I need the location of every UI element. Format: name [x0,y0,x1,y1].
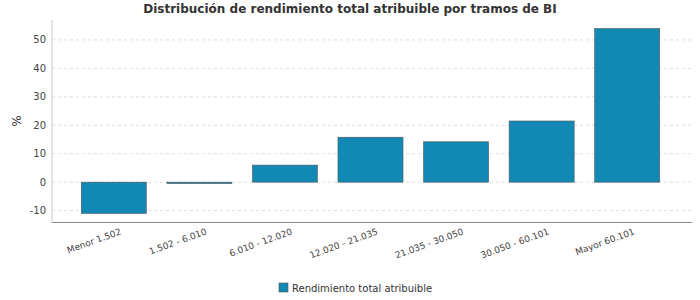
legend-swatch [279,283,288,292]
legend-label: Rendimiento total atribuible [292,283,432,294]
x-tick-label: 30.050 - 60.101 [479,226,550,260]
y-tick-label: 0 [40,177,46,188]
y-tick-label: 40 [33,63,46,74]
y-tick-label: 30 [33,91,46,102]
y-axis-line [52,20,53,222]
bar [252,165,317,182]
y-axis-label: % [10,115,24,126]
x-axis-line [52,222,692,223]
title: Distribución de rendimiento total atribu… [143,2,556,16]
bar [81,182,146,213]
chart-svg: Distribución de rendimiento total atribu… [0,0,700,300]
x-tick-label: Menor 1.502 [66,226,123,255]
x-tick-label: 12.020 - 21.035 [308,226,379,260]
y-tick-label: 10 [33,148,46,159]
bar [595,29,660,183]
x-tick-label: 21.035 - 30.050 [394,226,465,260]
x-tick-label: 6.010 - 12.020 [228,226,294,258]
y-tick-label: 20 [33,120,46,131]
bar [338,137,403,182]
bars [81,29,659,214]
bar [167,182,232,183]
bar [509,121,574,182]
y-tick-label: -10 [30,205,46,216]
bar [424,142,489,182]
y-tick-label: 50 [33,34,46,45]
chart-container: Distribución de rendimiento total atribu… [0,0,700,300]
x-tick-label: Mayor 60.101 [574,226,636,257]
x-tick-label: 1.502 - 6.010 [148,226,209,256]
grid-line [52,210,692,211]
